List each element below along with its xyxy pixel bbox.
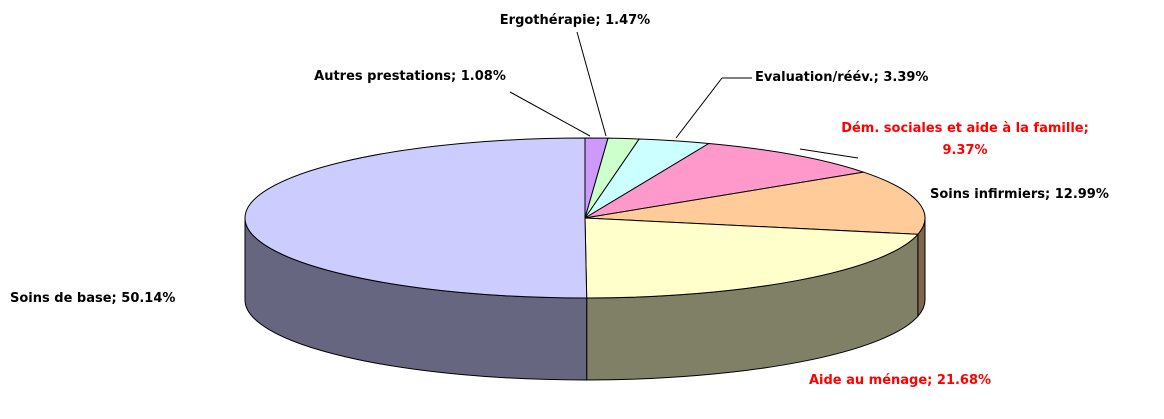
pie-slice [244, 137, 588, 299]
slice-value: 1.47% [605, 13, 651, 28]
slice-value: 21.68% [936, 373, 992, 388]
slice-value: 9.37% [942, 143, 988, 158]
slice-label: Ergothérapie; 1.47% [460, 10, 690, 32]
leader-line [509, 91, 591, 137]
slice-value: 12.99% [1054, 187, 1109, 202]
slice-label: Evaluation/réév.; 3.39% [755, 67, 1015, 89]
slice-label: Aide au ménage; 21.68% [790, 370, 1010, 392]
pie-slice [584, 171, 926, 235]
slice-category: Soins infirmiers; [930, 187, 1051, 202]
leader-line [675, 77, 752, 139]
pie-slice [584, 217, 919, 299]
slice-label: Dém. sociales et aide à la famille; 9.37… [840, 118, 1090, 162]
slice-value: 1.08% [460, 69, 506, 84]
slice-label: Soins infirmiers; 12.99% [930, 184, 1160, 206]
slice-category: Aide au ménage; [808, 373, 933, 388]
slice-value: 50.14% [121, 291, 176, 306]
slice-category: Autres prestations; [314, 69, 457, 84]
slice-category: Evaluation/réév.; [755, 70, 879, 85]
leader-line [799, 148, 859, 159]
slice-label: Autres prestations; 1.08% [300, 66, 520, 88]
leader-line [576, 31, 607, 137]
slice-category: Dém. sociales et aide à la famille; [841, 121, 1089, 136]
pie-slice [584, 142, 864, 219]
slice-category: Ergothérapie; [499, 13, 601, 28]
slice-label: Soins de base; 50.14% [10, 288, 250, 310]
slice-category: Soins de base; [10, 291, 117, 306]
slice-value: 3.39% [883, 70, 929, 85]
